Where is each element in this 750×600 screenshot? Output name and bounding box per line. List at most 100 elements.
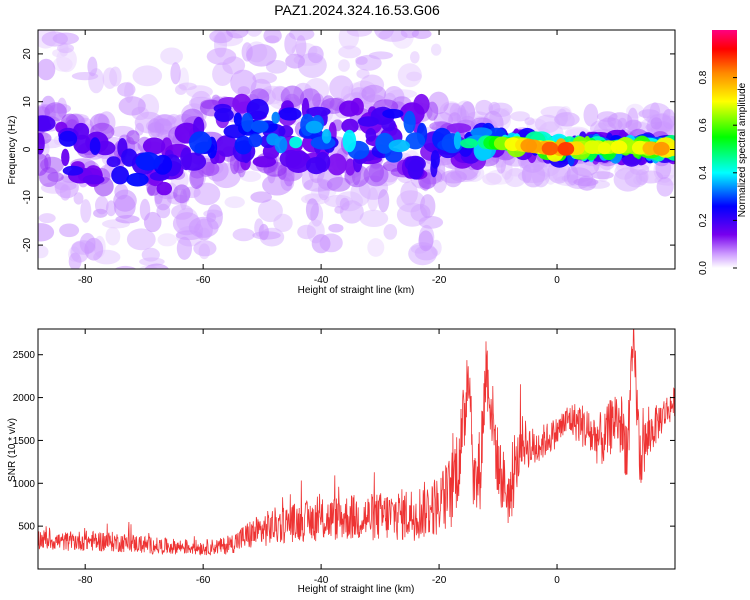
spectrogram-cell <box>142 137 166 155</box>
spectrogram-cell <box>341 118 359 134</box>
spectrogram-cell <box>346 30 373 37</box>
spectrogram-cell <box>382 108 404 119</box>
spectrogram-cell <box>215 135 238 157</box>
spectrogram-cell <box>82 174 105 185</box>
spectrogram-cell <box>383 224 398 240</box>
spectrogram-cell <box>338 45 362 59</box>
snr-x-label: Height of straight line (km) <box>298 584 415 595</box>
spectrogram-cell <box>591 171 614 180</box>
spectrogram-cell <box>430 150 440 169</box>
spectrogram-cell <box>250 120 269 133</box>
spectrogram-cell <box>73 192 84 205</box>
spectrogram-y-ticks: -20 -10 0 10 20 <box>22 48 675 252</box>
spectrogram-cell <box>114 265 137 269</box>
spectrogram-cell <box>126 172 149 187</box>
x-tick-label: -80 <box>78 275 93 286</box>
spectrogram-cell <box>250 191 272 203</box>
spectrogram-cell <box>583 103 599 127</box>
y-tick-label: 0 <box>22 146 33 152</box>
spectrogram-cell <box>285 53 305 69</box>
spectrogram-cell <box>232 228 255 242</box>
spectrogram-cell <box>181 152 207 171</box>
spectrogram-cell <box>638 109 660 119</box>
spectrogram-cell <box>625 119 642 131</box>
spectrogram-cell <box>154 118 173 135</box>
spectrogram-cell <box>440 170 467 184</box>
spectrogram-cell <box>365 127 377 142</box>
spectrogram-cell <box>653 141 670 156</box>
snr-y-ticks: 500 1000 1500 2000 2500 <box>13 350 675 533</box>
spectrogram-cell <box>263 30 282 44</box>
spectrogram-cell <box>135 152 161 171</box>
spectrogram-cell <box>38 223 55 242</box>
spectrogram-cell <box>460 138 478 149</box>
spectrogram-cell <box>662 108 675 129</box>
spectrogram-cell <box>357 116 379 127</box>
spectrogram-cell <box>584 140 601 155</box>
spectrogram-cell <box>418 230 434 252</box>
spectrogram-cell <box>342 129 357 153</box>
spectrogram-cell <box>367 238 385 257</box>
colorbar-tick-label: 0.0 <box>698 261 709 275</box>
spectrogram-cell <box>80 199 92 223</box>
spectrogram-cell <box>339 100 360 117</box>
spectrogram-cell <box>431 43 442 56</box>
snr-series-line <box>38 329 675 556</box>
spectrogram-cell <box>237 86 250 96</box>
spectrogram-cell <box>38 132 45 155</box>
spectrogram-cell <box>554 112 580 127</box>
spectrogram-x-label: Height of straight line (km) <box>298 285 415 296</box>
spectrogram-cell <box>156 181 172 196</box>
spectrogram-cell <box>355 56 368 65</box>
spectrogram-cell <box>240 170 261 182</box>
y-tick-label: -20 <box>22 237 33 252</box>
spectrogram-cell <box>297 224 316 240</box>
spectrogram-cell <box>38 153 49 176</box>
spectrogram-cell <box>246 44 277 67</box>
spectrogram-cell <box>460 101 476 124</box>
spectrogram-cell <box>345 158 356 176</box>
spectrogram-cell <box>241 112 254 132</box>
spectrogram-cell <box>329 75 354 100</box>
spectrogram-cell <box>58 130 78 147</box>
spectrogram-cell <box>52 32 79 45</box>
colorbar-gradient <box>712 30 737 268</box>
snr-x-ticks: -80 -60 -40 -20 0 <box>78 329 560 586</box>
x-tick-label: -40 <box>314 575 329 586</box>
spectrogram-cell <box>610 140 628 155</box>
x-tick-label: 0 <box>554 275 560 286</box>
spectrogram-cell <box>38 58 56 81</box>
spectrogram-cell <box>557 142 575 156</box>
spectrogram-cell <box>189 167 204 189</box>
y-tick-label: -10 <box>22 190 33 205</box>
spectrogram-cell <box>420 194 436 219</box>
spectrogram-cell <box>257 199 283 223</box>
spectrogram-cell <box>306 106 331 117</box>
spectrogram-cell <box>132 65 163 87</box>
colorbar-tick-label: 0.2 <box>698 213 709 227</box>
spectrogram-cell <box>230 30 238 32</box>
spectrogram-cell <box>295 35 307 58</box>
spectrogram-cell <box>118 96 146 116</box>
spectrogram-cell <box>403 110 416 134</box>
spectrogram-cell <box>144 263 170 269</box>
spectrogram-cell <box>405 132 426 150</box>
spectrogram-cell <box>226 30 249 39</box>
spectrogram-cell <box>338 59 350 72</box>
spectrogram-cell <box>68 252 82 269</box>
spectrogram-cell <box>311 234 331 254</box>
spectrogram-cell <box>157 233 177 247</box>
colorbar-label: Normalized spectral amplitude <box>737 82 748 217</box>
spectrogram-cell <box>175 84 187 95</box>
y-tick-label: 2500 <box>13 350 36 361</box>
spectrogram-cell <box>170 62 181 85</box>
spectrogram-cell <box>524 117 535 126</box>
spectrogram-cell <box>326 177 351 192</box>
spectrogram-cell <box>189 131 212 154</box>
spectrogram-cell <box>44 102 67 122</box>
spectrogram-cell <box>446 123 472 134</box>
spectrogram-cell <box>359 209 389 227</box>
spectrogram-cell <box>285 150 312 173</box>
spectrogram-cell <box>224 196 245 209</box>
